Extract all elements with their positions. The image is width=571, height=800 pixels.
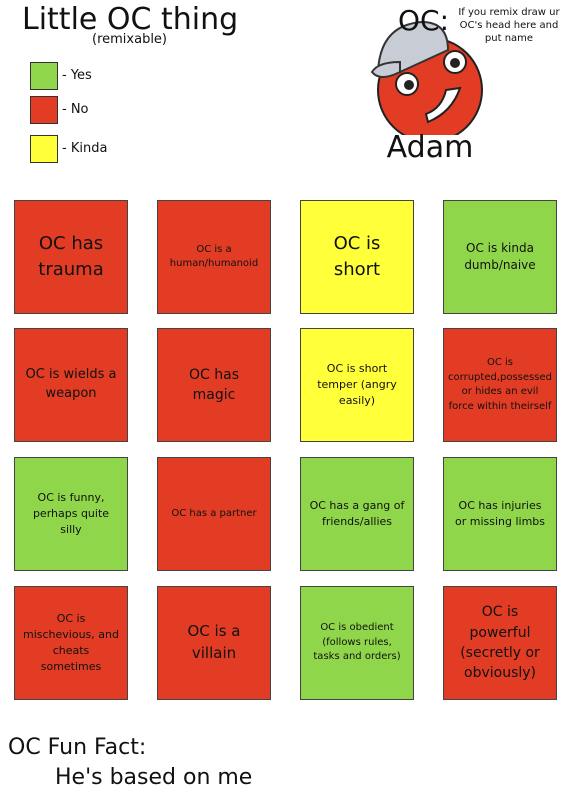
trait-cell: OC is kinda dumb/naive: [443, 200, 557, 314]
trait-cell: OC is corrupted,possessed or hides an ev…: [443, 328, 557, 442]
trait-cell: OC has magic: [157, 328, 271, 442]
trait-cell: OC has a partner: [157, 457, 271, 571]
trait-cell: OC is funny, perhaps quite silly: [14, 457, 128, 571]
trait-cell: OC is obedient (follows rules, tasks and…: [300, 586, 414, 700]
subtitle: (remixable): [92, 32, 167, 47]
legend-swatch: [30, 96, 58, 124]
oc-drawing: [370, 20, 483, 135]
fun-fact-text: He's based on me: [55, 765, 253, 790]
legend-label: - No: [62, 102, 89, 117]
trait-cell: OC is wields a weapon: [14, 328, 128, 442]
trait-cell: OC is short temper (angry easily): [300, 328, 414, 442]
oc-instruction: If you remix draw ur OC's head here and …: [458, 7, 560, 44]
legend-label: - Kinda: [62, 141, 108, 156]
legend-swatch: [30, 135, 58, 163]
trait-cell: OC is a villain: [157, 586, 271, 700]
trait-cell: OC has a gang of friends/allies: [300, 457, 414, 571]
oc-heading: OC:: [398, 4, 450, 37]
trait-cell: OC is short: [300, 200, 414, 314]
trait-cell: OC has trauma: [14, 200, 128, 314]
trait-cell: OC is powerful (secretly or obviously): [443, 586, 557, 700]
trait-cell: OC is a human/humanoid: [157, 200, 271, 314]
oc-name: Adam: [386, 130, 474, 165]
legend-swatch: [30, 62, 58, 90]
trait-cell: OC has injuries or missing limbs: [443, 457, 557, 571]
fun-fact-heading: OC Fun Fact:: [8, 735, 147, 760]
trait-cell: OC is mischevious, and cheats sometimes: [14, 586, 128, 700]
title: Little OC thing: [22, 2, 239, 37]
legend-label: - Yes: [62, 68, 92, 83]
